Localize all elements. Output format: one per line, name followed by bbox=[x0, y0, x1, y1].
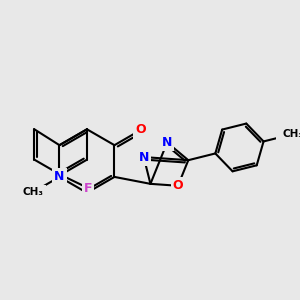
Text: O: O bbox=[135, 124, 146, 136]
Text: F: F bbox=[84, 182, 92, 194]
Text: CH₃: CH₃ bbox=[283, 129, 300, 139]
Text: N: N bbox=[139, 151, 149, 164]
Text: N: N bbox=[162, 136, 172, 149]
Text: O: O bbox=[172, 179, 183, 192]
Text: N: N bbox=[54, 170, 65, 183]
Text: CH₃: CH₃ bbox=[23, 187, 44, 197]
